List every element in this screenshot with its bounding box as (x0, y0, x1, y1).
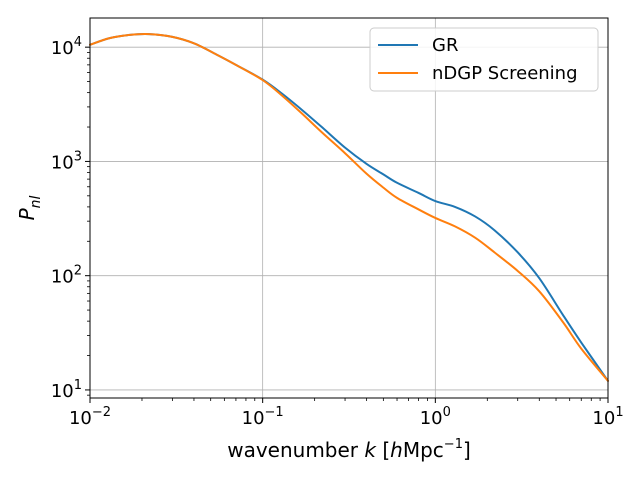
x-tick-label: 101 (592, 405, 623, 429)
plot-frame (89, 17, 609, 399)
y-tick-label: 103 (51, 149, 82, 173)
tick-labels: 10−2 10−1 100 101 101 102 103 104 (51, 35, 624, 429)
legend: GR nDGP Screening (369, 27, 599, 92)
legend-label-ndgp-screening: nDGP Screening (432, 63, 578, 84)
ticks (85, 46, 609, 403)
legend-box (369, 27, 599, 92)
x-tick-label: 100 (420, 405, 451, 429)
series-line-ndgp-screening (89, 33, 609, 382)
y-axis-label: Pnl (15, 195, 44, 220)
y-tick-label: 104 (51, 35, 82, 59)
legend-label-gr: GR (432, 35, 458, 56)
x-axis-label: wavenumber k [hMpc−1] (227, 437, 471, 462)
x-tick-label: 10−2 (69, 405, 111, 429)
y-tick-label: 101 (51, 378, 82, 402)
series-layer (89, 33, 609, 382)
y-tick-label: 102 (51, 264, 82, 288)
x-tick-label: 10−1 (242, 405, 284, 429)
